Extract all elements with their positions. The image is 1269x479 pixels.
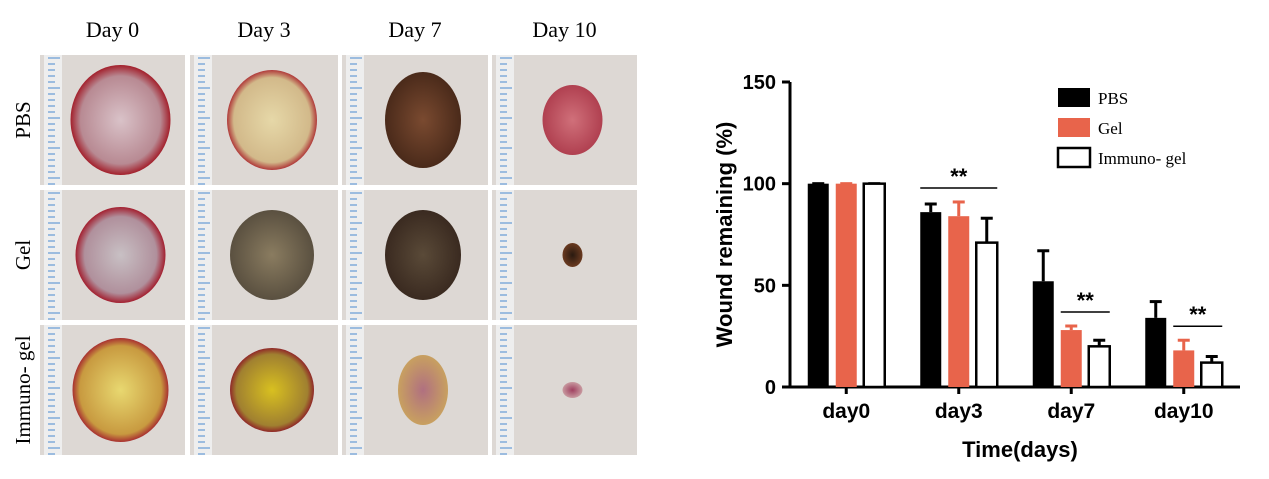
legend-swatch	[1056, 146, 1092, 169]
wound	[542, 85, 603, 155]
significance-label: **	[950, 164, 968, 189]
chart: 0 50 100 150 Wound remaining (%) Time(days) da…	[712, 72, 1240, 462]
x-tick-label: day7	[1047, 400, 1095, 423]
bar	[862, 182, 886, 389]
bar	[948, 216, 970, 387]
legend-label: PBS	[1098, 89, 1128, 108]
column-label: Day 0	[86, 17, 139, 42]
wound	[562, 382, 583, 398]
row-label: Immuno- gel	[11, 335, 35, 444]
wound	[562, 243, 583, 267]
wound	[230, 210, 314, 300]
legend-label: Gel	[1098, 119, 1123, 138]
photo-grid: Day 0 Day 3 Day 7 Day 10 PBS Gel Immuno- gel	[11, 17, 637, 455]
column-label: Day 7	[388, 17, 441, 42]
wound	[227, 70, 317, 170]
row-label: Gel	[11, 240, 35, 270]
row-label: PBS	[11, 101, 35, 138]
bar	[1145, 317, 1167, 387]
x-tick-label: day3	[935, 400, 983, 423]
bar	[920, 212, 942, 387]
bar	[1060, 330, 1082, 387]
wound	[385, 210, 461, 300]
y-tick-label: 100	[743, 174, 776, 196]
bar	[1087, 345, 1111, 389]
legend-label: Immuno- gel	[1098, 149, 1187, 168]
bar	[807, 183, 829, 387]
bar	[1173, 350, 1195, 387]
wound	[70, 65, 171, 175]
y-tick-label: 50	[754, 275, 776, 297]
wound	[75, 207, 166, 303]
bar	[1032, 281, 1054, 387]
column-label: Day 10	[532, 17, 596, 42]
x-tick-label: day10	[1154, 400, 1214, 423]
legend-swatch	[1058, 118, 1090, 137]
wound	[72, 338, 169, 442]
y-tick-label: 0	[765, 377, 776, 399]
wound	[398, 355, 448, 425]
wound	[385, 72, 461, 168]
column-label: Day 3	[237, 17, 290, 42]
bar	[975, 241, 999, 389]
x-tick-label: day0	[822, 400, 870, 423]
bar	[1200, 361, 1224, 389]
significance-label: **	[1189, 302, 1207, 327]
bar	[835, 183, 857, 387]
wound	[230, 348, 314, 432]
x-axis-label: Time(days)	[962, 437, 1078, 462]
significance-label: **	[1077, 288, 1095, 313]
legend-swatch	[1058, 88, 1090, 107]
y-axis-label: Wound remaining (%)	[712, 122, 737, 348]
y-tick-label: 150	[743, 72, 776, 94]
